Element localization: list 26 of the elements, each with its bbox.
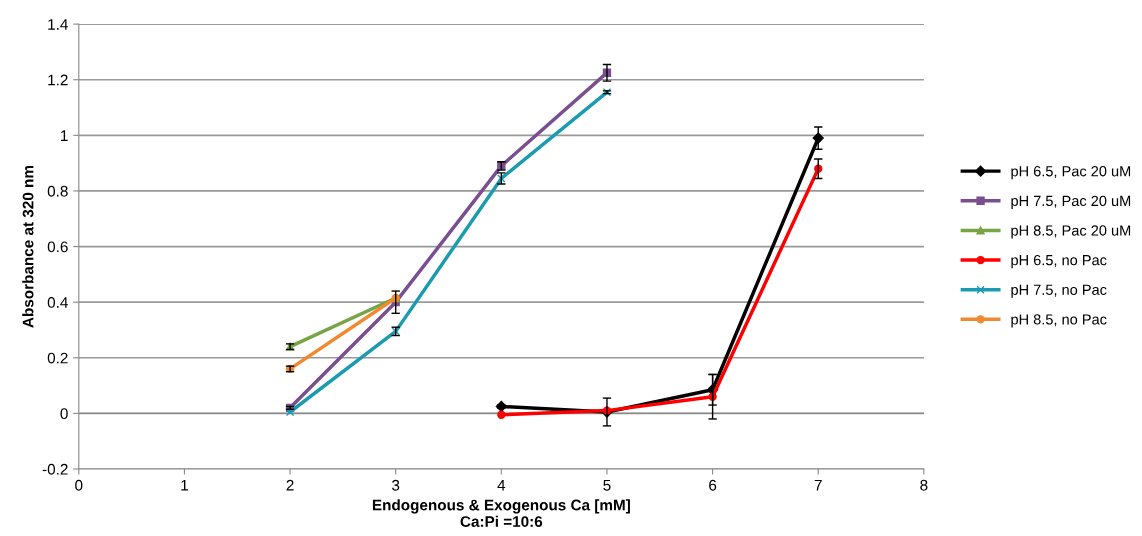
x-tick-label: 4 <box>497 479 506 491</box>
legend-label: pH 6.5, Pac 20 uM <box>1011 166 1131 180</box>
x-tick-label: 5 <box>603 479 611 491</box>
y-tick-label: 0 <box>60 408 68 420</box>
x-tick-label: 0 <box>75 479 83 491</box>
y-tick-label: 1 <box>61 130 68 141</box>
legend-label: pH 6.5, no Pac <box>1011 254 1107 269</box>
legend-label: pH 8.5, Pac 20 uM <box>1011 225 1131 239</box>
legend-label: pH 7.5, no Pac <box>1011 284 1107 298</box>
x-axis-title: Endogenous & Exogenous Ca [mM] Ca:Pi =10:6 <box>372 499 630 527</box>
x-tick-label: 2 <box>286 479 294 491</box>
x-tick-label: 6 <box>709 479 717 491</box>
y-tick-label: 0.8 <box>47 185 68 197</box>
y-tick-label: -0.2 <box>42 463 68 475</box>
y-tick-label: 1.4 <box>48 19 68 30</box>
x-tick-label: 3 <box>392 479 400 491</box>
x-tick-label: 1 <box>181 479 188 491</box>
y-axis-title: Absorbance at 320 nm <box>22 165 34 328</box>
legend-label: pH 7.5, Pac 20 uM <box>1011 195 1131 209</box>
x-tick-label: 7 <box>814 479 822 491</box>
legend-label: pH 8.5, no Pac <box>1011 314 1107 328</box>
y-tick-label: 0.6 <box>47 241 68 253</box>
y-tick-label: 0.4 <box>47 297 68 308</box>
y-tick-label: 0.2 <box>47 352 68 364</box>
y-tick-label: 1.2 <box>48 74 68 86</box>
x-tick-label: 8 <box>920 479 928 491</box>
